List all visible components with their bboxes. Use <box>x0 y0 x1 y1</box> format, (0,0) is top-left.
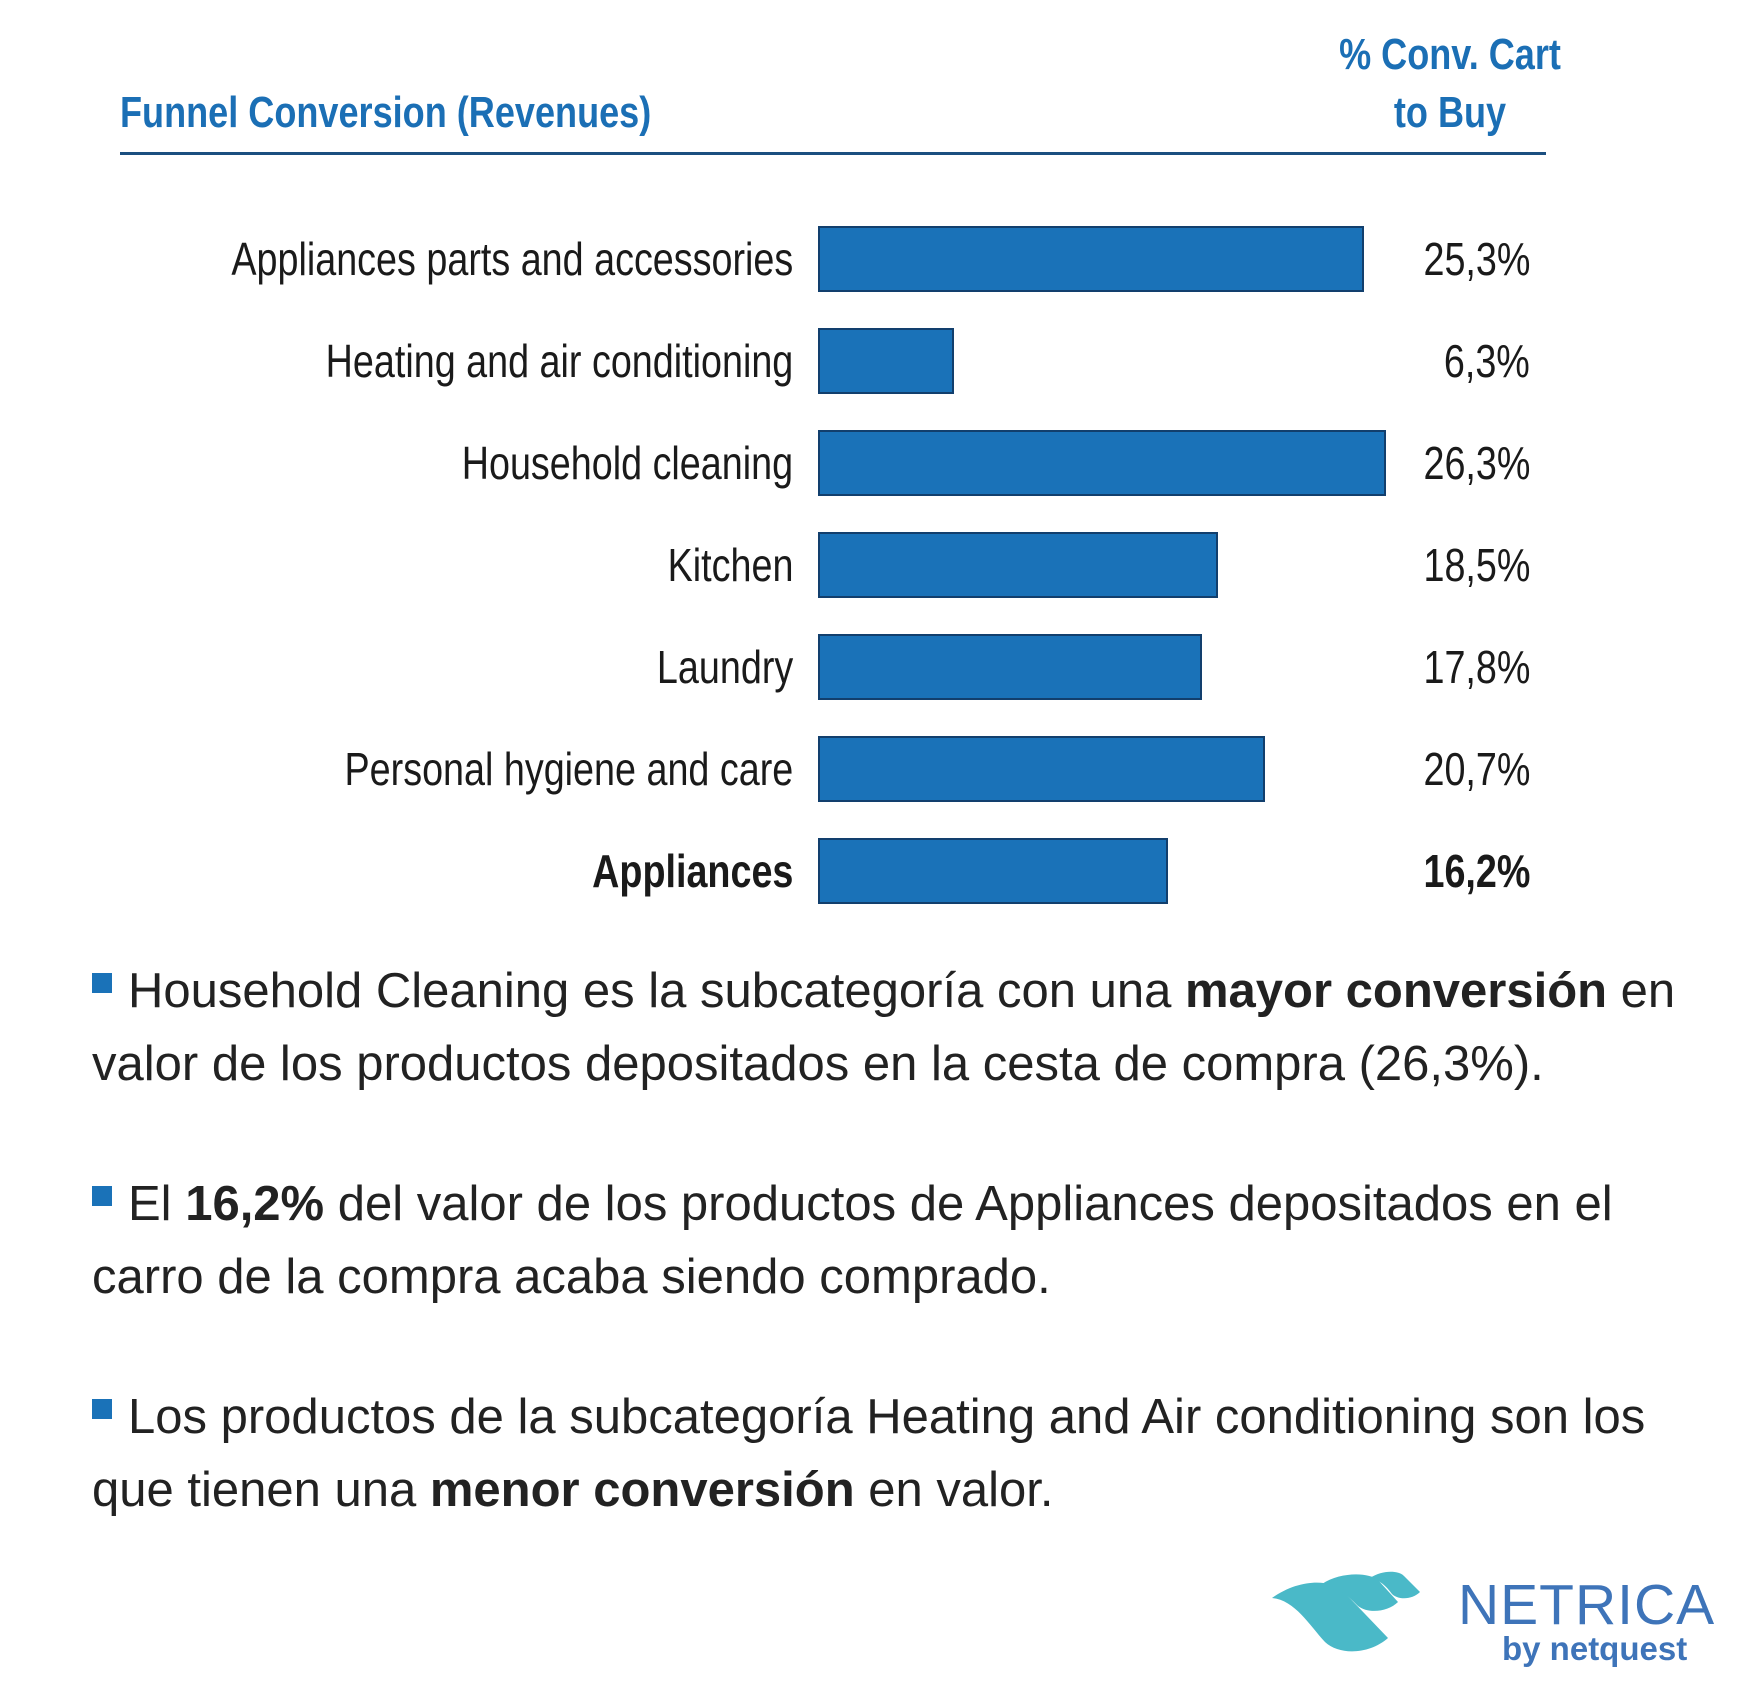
bar <box>818 634 1203 700</box>
category-label: Personal hygiene and care <box>344 743 793 795</box>
netrica-logo-icon <box>1272 1571 1420 1652</box>
note-3: Los productos de la subcategoría Heating… <box>92 1381 1732 1527</box>
category-label: Heating and air conditioning <box>325 335 793 387</box>
value-label: 16,2% <box>1423 845 1530 897</box>
value-label: 26,3% <box>1423 437 1530 489</box>
category-label: Laundry <box>656 641 793 693</box>
note-bold: mayor conversión <box>1184 964 1608 1018</box>
logo-name: NETRICA <box>1458 1573 1716 1637</box>
value-label: 6,3% <box>1444 335 1530 387</box>
note-text: Household Cleaning es la subcategoría co… <box>128 964 1185 1018</box>
value-label: 20,7% <box>1423 743 1530 795</box>
header-line-2: to Buy <box>1393 88 1507 137</box>
note-bold: menor conversión <box>429 1463 855 1517</box>
category-label: Kitchen <box>667 539 793 591</box>
value-label: 17,8% <box>1423 641 1530 693</box>
bar <box>818 430 1386 496</box>
header-line-1: % Conv. Cart <box>1339 30 1561 79</box>
note-1: Household Cleaning es la subcategoría co… <box>92 955 1732 1101</box>
category-label: Household cleaning <box>461 437 793 489</box>
bullet-square-icon <box>92 1399 112 1419</box>
header-rule <box>120 152 1546 155</box>
value-label: 18,5% <box>1423 539 1530 591</box>
chart-title: Funnel Conversion (Revenues) <box>120 88 652 137</box>
bullet-square-icon <box>92 1186 112 1206</box>
note-text: del valor de los productos de Appliances… <box>92 1177 1613 1304</box>
bullet-square-icon <box>92 973 112 993</box>
value-label: 25,3% <box>1423 233 1530 285</box>
bar <box>818 532 1218 598</box>
note-text: El <box>128 1177 186 1231</box>
value-column-header: % Conv. Cart to Buy <box>1300 26 1600 142</box>
logo-sub: by netquest <box>1502 1630 1688 1667</box>
category-label: Appliances parts and accessories <box>231 233 793 285</box>
category-label: Appliances <box>591 845 793 897</box>
note-text: en valor. <box>854 1463 1054 1517</box>
note-text: Los productos de la subcategoría Heating… <box>92 1390 1646 1517</box>
bar <box>818 838 1168 904</box>
bar <box>818 226 1365 292</box>
note-text: en valor de los productos depositados en… <box>92 964 1676 1091</box>
bar <box>818 328 955 394</box>
note-2: El 16,2% del valor de los productos de A… <box>92 1168 1732 1314</box>
bar <box>818 736 1266 802</box>
note-bold: 16,2% <box>185 1177 325 1231</box>
